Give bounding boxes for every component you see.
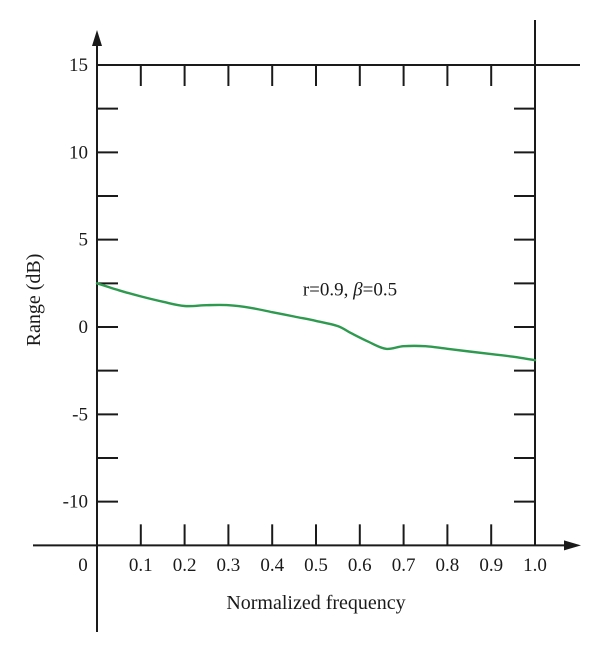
x-tick-label: 0.3 xyxy=(217,555,241,576)
annotation-prefix: r=0.9, xyxy=(303,280,353,301)
y-tick-label: 0 xyxy=(79,317,89,338)
x-axis-title: Normalized frequency xyxy=(226,592,405,614)
y-tick-label: -5 xyxy=(72,404,88,425)
y-tick-label: 10 xyxy=(69,142,88,163)
series-line xyxy=(95,282,537,362)
curve-annotation: r=0.9, β=0.5 xyxy=(303,280,397,301)
x-tick-label: 0.7 xyxy=(392,555,416,576)
y-tick-label: -10 xyxy=(63,492,88,513)
x-tick-label: 0.2 xyxy=(173,555,197,576)
y-axis-title: Range (dB) xyxy=(23,254,45,347)
series-layer xyxy=(95,282,537,362)
x-tick-label: 0.9 xyxy=(479,555,503,576)
y-axis-arrow xyxy=(92,30,102,46)
annotation-suffix: =0.5 xyxy=(363,280,397,301)
tick-labels: 0 0.1 0.2 0.3 0.4 0.5 0.6 0.7 0.8 0.9 1.0 15 10 5 0 -5 -… xyxy=(63,55,547,576)
x-tick-label: 0.6 xyxy=(348,555,372,576)
x-tick-label: 0 xyxy=(78,555,88,576)
x-tick-label: 1.0 xyxy=(523,555,547,576)
x-tick-label: 0.1 xyxy=(129,555,153,576)
x-tick-label: 0.4 xyxy=(260,555,284,576)
ticks xyxy=(97,65,535,546)
y-tick-label: 5 xyxy=(79,230,89,251)
x-axis-arrow xyxy=(564,540,581,551)
x-tick-label: 0.8 xyxy=(436,555,460,576)
annotation-beta-symbol: β xyxy=(352,280,363,301)
x-tick-label: 0.5 xyxy=(304,555,328,576)
y-tick-label: 15 xyxy=(69,55,88,76)
